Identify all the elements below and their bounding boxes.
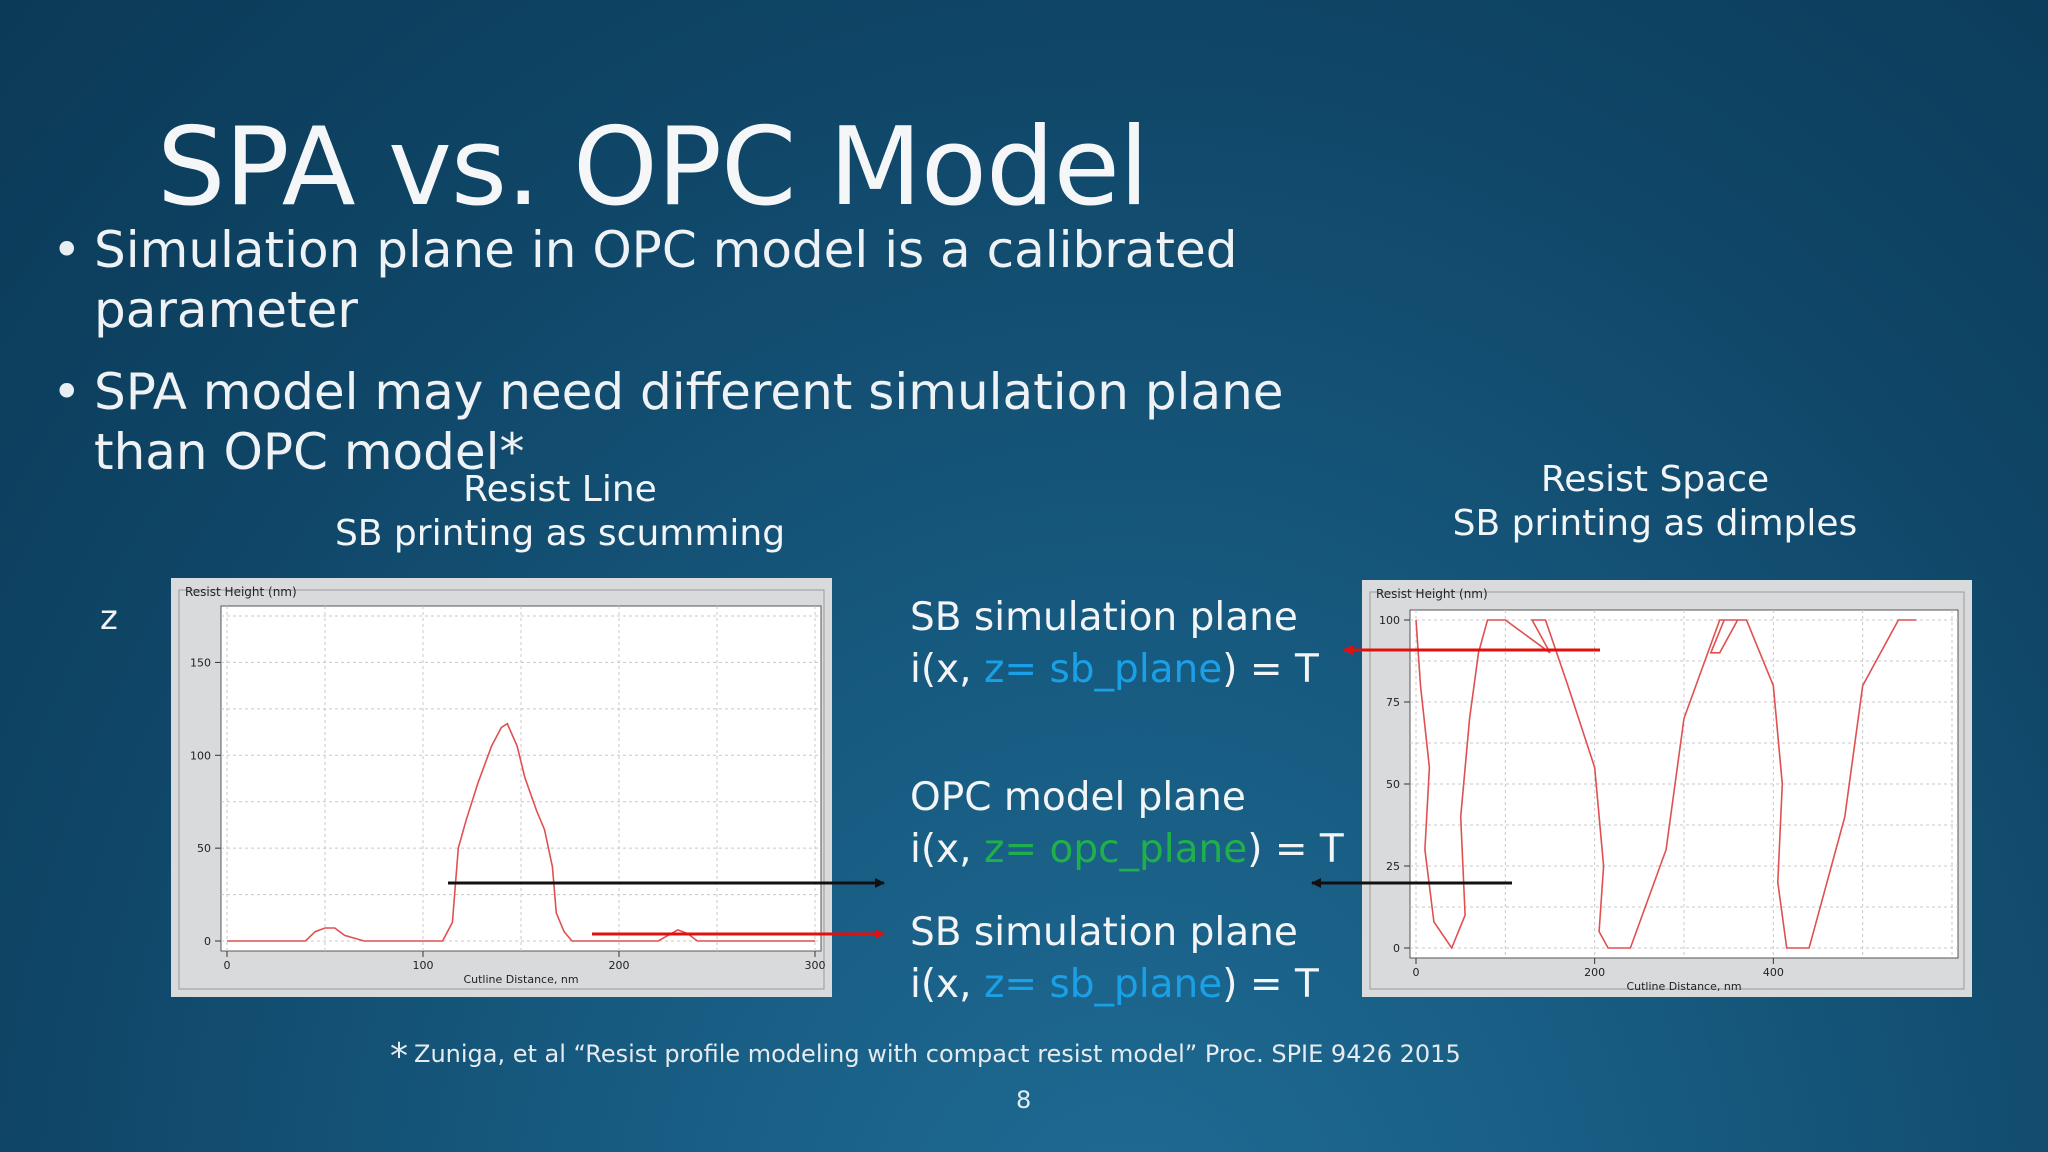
x-tick-label: 200 [609,959,630,972]
sb-plane-bottom-equation: i(x, z= sb_plane) = T [910,959,1319,1011]
sb-plane-top-equation: i(x, z= sb_plane) = T [910,644,1319,696]
plot-area [220,605,822,952]
equation-suffix: ) = T [1222,962,1319,1007]
right-caption-line2: SB printing as dimples [1452,503,1858,544]
sb-plane-top-block: SB simulation plane i(x, z= sb_plane) = … [910,592,1319,696]
equation-prefix: i(x, [910,962,984,1007]
equation-prefix: i(x, [910,827,984,872]
footnote: * Zuniga, et al “Resist profile modeling … [390,1036,1461,1077]
bullet-text: SPA model may need different simulation … [94,363,1284,481]
opc-plane-name: OPC model plane [910,775,1246,820]
x-tick-label: 0 [224,959,231,972]
chart-frame [1369,591,1965,990]
y-tick-label: 100 [190,749,211,762]
x-tick-label: 300 [805,959,826,972]
y-tick-label: 0 [204,935,211,948]
series-line [227,722,815,942]
y-tick-label: 75 [1386,696,1400,709]
equation-variable: z= opc_plane [983,827,1248,872]
y-tick-label: 0 [1393,942,1400,955]
footnote-marker: * [390,1036,408,1077]
left-chart-panel: Resist Height (nm) 0 100 200 300 0 50 100 150 Cut… [171,578,832,997]
right-chart: Resist Height (nm) 0 200 400 0 25 50 75 100 Cutli… [1369,587,1965,993]
bullet-list: • Simulation plane in OPC model is a cal… [52,220,1432,504]
sb-plane-top-name: SB simulation plane [910,595,1298,640]
y-tick-label: 100 [1379,614,1400,627]
x-tick-label: 0 [1413,966,1420,979]
y-tick-label: 50 [1386,778,1400,791]
page-number: 8 [1016,1086,1032,1114]
right-caption-line1: Resist Space [1540,459,1770,500]
x-axis-label: Cutline Distance, nm [463,973,578,986]
equation-prefix: i(x, [910,647,984,692]
right-chart-caption: Resist Space SB printing as dimples [1430,458,1880,546]
equation-variable: z= sb_plane [983,647,1223,692]
left-caption-line2: SB printing as scumming [334,513,786,554]
series-line [1415,619,1917,950]
chart-title: Resist Height (nm) [1376,587,1488,601]
opc-plane-equation: i(x, z= opc_plane) = T [910,824,1344,876]
y-tick-label: 150 [190,656,211,669]
sb-plane-bottom-name: SB simulation plane [910,910,1298,955]
equation-suffix: ) = T [1247,827,1344,872]
sb-plane-bottom-block: SB simulation plane i(x, z= sb_plane) = … [910,907,1319,1011]
chart-frame [178,589,825,990]
chart-title: Resist Height (nm) [185,585,297,599]
x-tick-label: 100 [413,959,434,972]
left-chart: Resist Height (nm) 0 100 200 300 0 50 100 150 Cut… [178,585,826,990]
y-tick-label: 25 [1386,860,1400,873]
bullet-item: • SPA model may need different simulatio… [52,362,1394,482]
bullet-item: • Simulation plane in OPC model is a cal… [52,220,1432,340]
x-tick-label: 200 [1584,966,1605,979]
bullet-dot-icon: • [52,221,82,279]
z-axis-label: z [100,598,118,638]
y-tick-label: 50 [197,842,211,855]
bullet-text: Simulation plane in OPC model is a calib… [94,221,1238,339]
x-axis-label: Cutline Distance, nm [1626,980,1741,993]
bullet-dot-icon: • [52,363,82,421]
opc-plane-block: OPC model plane i(x, z= opc_plane) = T [910,772,1344,876]
footnote-text: Zuniga, et al “Resist profile modeling w… [414,1040,1461,1068]
slide-title: SPA vs. OPC Model [157,105,1149,230]
equation-suffix: ) = T [1222,647,1319,692]
equation-variable: z= sb_plane [983,962,1223,1007]
x-tick-label: 400 [1763,966,1784,979]
left-chart-caption: Resist Line SB printing as scumming [330,468,790,556]
left-caption-line1: Resist Line [463,469,657,510]
